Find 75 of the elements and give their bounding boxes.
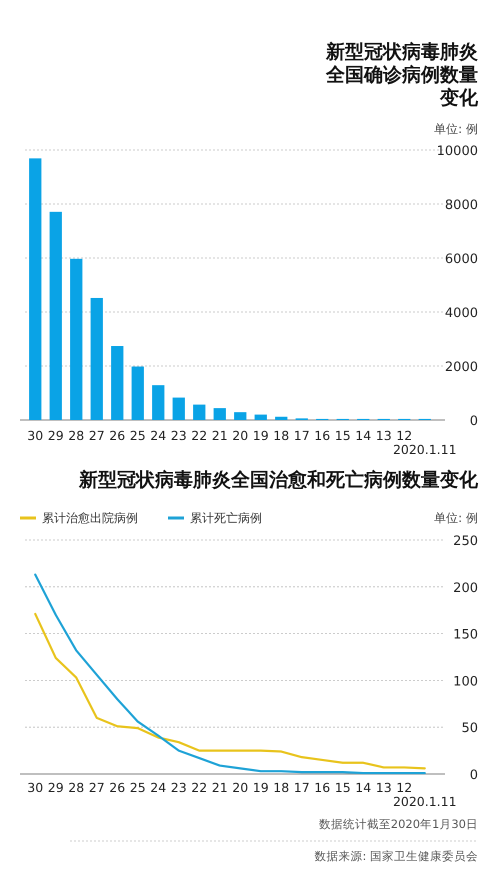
bar <box>29 158 42 420</box>
x-tick-label: 15 <box>334 428 351 443</box>
y-tick-label: 150 <box>453 628 478 643</box>
x-tick-label: 17 <box>294 428 310 443</box>
x-tick-label: 2020.1.11 <box>392 442 457 457</box>
x-tick-label: 24 <box>150 780 166 795</box>
chart-title: 新型冠状病毒肺炎全国确诊病例数量变化 <box>325 41 479 109</box>
y-tick-label: 0 <box>470 414 478 429</box>
bar <box>214 408 226 420</box>
bar <box>70 258 82 420</box>
x-tick-label: 30 <box>27 428 44 443</box>
bar <box>152 385 164 420</box>
text: 数据统计截至2020年1月30日 <box>318 817 478 831</box>
bar <box>50 212 62 420</box>
legend-label: 累计治愈出院病例 <box>42 511 138 525</box>
x-tick-label: 12 <box>396 428 412 443</box>
bar <box>193 404 206 420</box>
x-tick-label: 2020.1.11 <box>392 794 457 809</box>
x-tick-label: 23 <box>170 780 187 795</box>
line-series <box>34 612 426 770</box>
x-tick-label: 25 <box>130 780 146 795</box>
x-tick-label: 18 <box>273 428 290 443</box>
x-tick-label: 20 <box>232 780 248 795</box>
line-series <box>34 574 426 774</box>
x-tick-label: 14 <box>355 780 372 795</box>
legend-label: 累计死亡病例 <box>190 511 262 525</box>
x-tick-label: 17 <box>294 780 310 795</box>
x-tick-label: 25 <box>130 428 146 443</box>
x-tick-label: 15 <box>334 780 351 795</box>
x-tick-label: 19 <box>252 780 269 795</box>
y-tick-label: 250 <box>453 534 478 549</box>
bar <box>132 366 144 420</box>
x-tick-label: 30 <box>27 780 44 795</box>
x-tick-label: 22 <box>191 780 208 795</box>
x-tick-label: 29 <box>48 428 64 443</box>
y-tick-label: 100 <box>453 674 478 690</box>
x-tick-label: 13 <box>376 428 392 443</box>
x-tick-label: 24 <box>150 428 166 443</box>
x-tick-label: 26 <box>109 428 126 443</box>
bar <box>90 298 103 420</box>
x-tick-label: 14 <box>355 428 372 443</box>
y-tick-label: 0 <box>470 768 478 783</box>
y-tick-label: 50 <box>461 721 478 736</box>
x-tick-label: 18 <box>273 780 290 795</box>
x-tick-label: 27 <box>88 428 105 443</box>
y-tick-label: 10000 <box>436 144 478 159</box>
y-tick-label: 4000 <box>444 306 478 321</box>
bar <box>254 414 267 420</box>
bar <box>275 416 288 420</box>
y-tick-label: 200 <box>453 580 478 596</box>
x-tick-label: 28 <box>68 780 84 795</box>
y-tick-label: 6000 <box>444 252 478 267</box>
x-tick-label: 19 <box>252 428 269 443</box>
x-tick-label: 22 <box>191 428 208 443</box>
x-tick-label: 20 <box>232 428 248 443</box>
x-tick-label: 28 <box>68 428 84 443</box>
source-note: 数据来源: 国家卫生健康委员会 <box>314 849 478 863</box>
y-tick-label: 8000 <box>444 198 478 213</box>
x-tick-label: 16 <box>314 428 330 443</box>
x-tick-label: 21 <box>212 780 228 795</box>
x-tick-label: 26 <box>109 780 126 795</box>
chart-title: 新型冠状病毒肺炎全国治愈和死亡病例数量变化 <box>78 469 479 491</box>
x-tick-label: 13 <box>376 780 392 795</box>
x-tick-label: 29 <box>48 780 64 795</box>
x-tick-label: 23 <box>170 428 187 443</box>
bar <box>111 346 124 420</box>
x-tick-label: 16 <box>314 780 330 795</box>
bar <box>172 398 185 420</box>
x-tick-label: 21 <box>212 428 228 443</box>
bar <box>234 412 246 420</box>
x-tick-label: 27 <box>88 780 105 795</box>
x-tick-label: 12 <box>396 780 412 795</box>
y-tick-label: 2000 <box>444 360 478 375</box>
y-axis-title: 单位: 例 <box>434 511 478 525</box>
y-axis-title: 单位: 例 <box>434 122 478 136</box>
